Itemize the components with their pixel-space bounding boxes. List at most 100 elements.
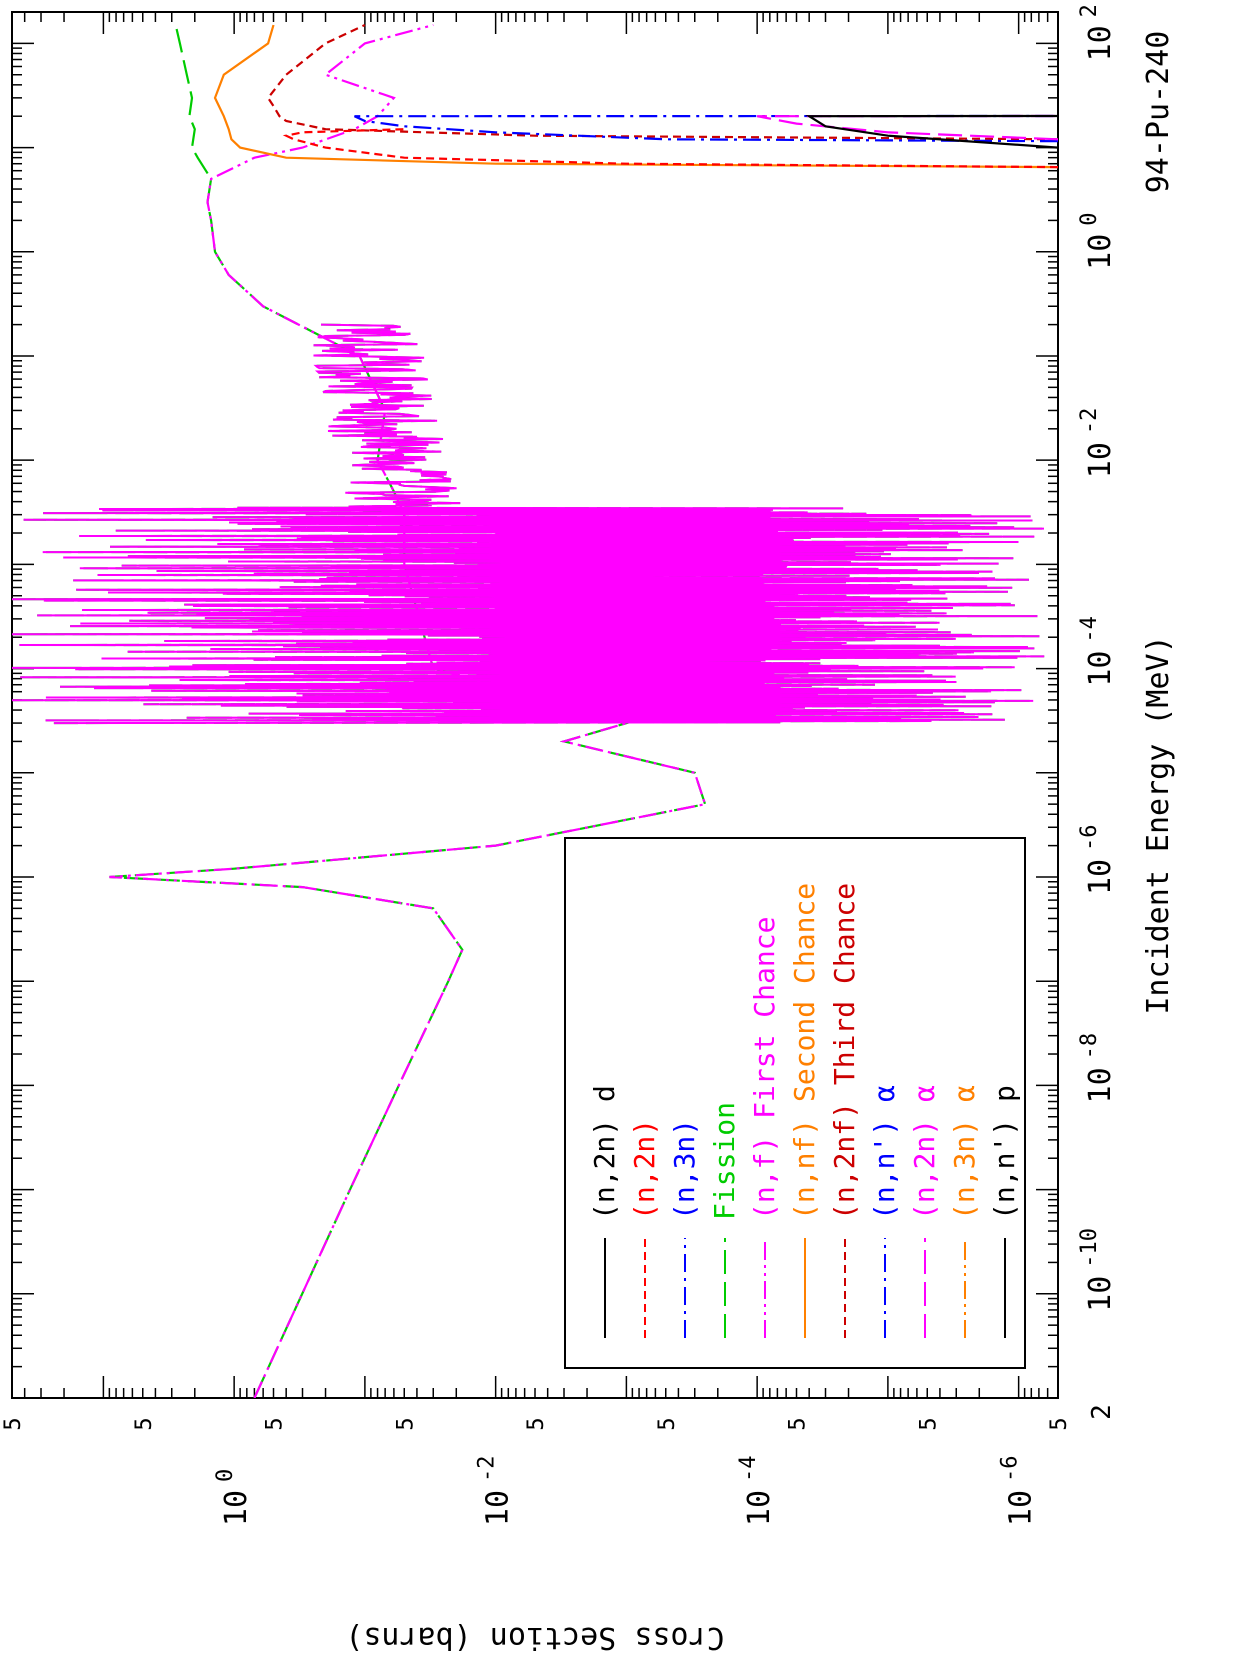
legend-label: (n,2n) (628, 1119, 661, 1220)
y-minor-label-text: 5 (1047, 1417, 1072, 1430)
x-tick-label-exp: 0 (1077, 213, 1102, 226)
x-tick-label: 10-6 (1077, 824, 1118, 895)
series-line-n-3n (354, 114, 1058, 143)
legend-entry: (n,nf) Second Chance (788, 883, 821, 1220)
y-tick-label-exp: -2 (475, 1456, 500, 1483)
series-line-n-2n (756, 114, 1058, 141)
legend-label: (n,3n) α (948, 1085, 981, 1220)
legend-label: (n,2n) d (588, 1085, 621, 1220)
x-tick-label-exp: 2 (1077, 4, 1102, 17)
x-axis-label: Incident Energy (MeV) (1141, 635, 1176, 1014)
legend-label: (n,n') p (988, 1085, 1021, 1220)
chart-title: 94-Pu-240 (1141, 31, 1176, 194)
x-tick-label-base: 10 (1083, 651, 1118, 687)
y-tick-label: 10-2 (475, 1456, 516, 1527)
legend-label-part: (n,2n) (628, 1119, 661, 1220)
legend-label: (n,nf) Second Chance (788, 883, 821, 1220)
y-tick-label-base: 10 (1004, 1490, 1039, 1526)
y-minor-label: 5 (393, 1417, 418, 1430)
legend-label: (n,n') α (868, 1085, 901, 1220)
y-tick-label-exp: 0 (213, 1469, 238, 1482)
x-tick-label-base: 10 (1083, 234, 1118, 270)
x-minor-label: 2 (1087, 1404, 1117, 1420)
x-tick-label-base: 10 (1083, 859, 1118, 895)
legend-entry: (n,2n) α (908, 1085, 941, 1220)
legend-label: (n,2n) α (908, 1085, 941, 1220)
series-line-n-2n (282, 128, 1058, 169)
series-line-n-f-first-chance (109, 23, 707, 1398)
x-tick-label: 10-4 (1077, 616, 1118, 687)
legend-entry: (n,2nf) Third Chance (828, 883, 861, 1220)
legend: (n,2n) d (n,2n) (n,3n) Fission (n,f) First C… (564, 837, 1026, 1369)
x-tick-label: 10-2 (1077, 408, 1118, 479)
x-tick-label-exp: -8 (1077, 1033, 1102, 1060)
series-line-n-n-p (805, 114, 1058, 149)
series-line-n-2nf-third-chance (266, 24, 1058, 141)
y-minor-label: 5 (524, 1417, 549, 1430)
x-tick-label-exp: -4 (1077, 616, 1102, 643)
y-tick-label: 10-6 (998, 1456, 1039, 1527)
legend-label: (n,3n) (668, 1119, 701, 1220)
y-tick-label: 10-4 (736, 1456, 777, 1527)
y-minor-label-text: 5 (655, 1417, 680, 1430)
y-tick-label-exp: -4 (736, 1456, 761, 1483)
y-minor-label: 5 (655, 1417, 680, 1430)
y-minor-label-text: 5 (393, 1417, 418, 1430)
x-tick-label-exp: -10 (1077, 1228, 1102, 1268)
x-tick-label-exp: -6 (1077, 824, 1102, 851)
x-tick-label: 10 2 (1077, 4, 1118, 61)
legend-label-part: (n,f) First Chance (748, 917, 781, 1220)
y-axis-label: Cross Section (barns) (345, 1620, 724, 1655)
y-minor-label-text: 5 (132, 1417, 157, 1430)
legend-box (564, 837, 1026, 1369)
y-tick-label-base: 10 (742, 1490, 777, 1526)
legend-label-part: α (868, 1085, 901, 1119)
x-tick-label-base: 10 (1083, 1276, 1118, 1312)
x-tick-label: 10-8 (1077, 1033, 1118, 1104)
y-tick-label-base: 10 (219, 1490, 254, 1526)
y-minor-label-text: 5 (786, 1417, 811, 1430)
labels: Cross Section (barns) Incident Energy (M… (345, 31, 1176, 1655)
legend-entry: (n,3n) α (948, 1085, 981, 1220)
legend-label-part: (n,2n) d (588, 1085, 621, 1220)
legend-label-part: (n,2nf) Third Chance (828, 883, 861, 1220)
legend-entry: (n,f) First Chance (748, 917, 781, 1220)
legend-entry: (n,n') α (868, 1085, 901, 1220)
y-minor-label-text: 5 (1, 1417, 26, 1430)
legend-label: (n,f) First Chance (748, 917, 781, 1220)
y-minor-label-text: 5 (916, 1417, 941, 1430)
y-tick-label: 10 0 (213, 1469, 254, 1526)
y-minor-label: 5 (1047, 1417, 1072, 1430)
legend-label-part: (n,3n) (948, 1119, 981, 1220)
y-minor-label: 5 (263, 1417, 288, 1430)
legend-entry: (n,2n) d (588, 1085, 621, 1220)
series-layer (12, 23, 1058, 1398)
y-minor-label-text: 5 (263, 1417, 288, 1430)
x-minor-label-text: 2 (1087, 1404, 1117, 1420)
x-tick-label: 10 0 (1077, 213, 1118, 270)
legend-entry: (n,n') p (988, 1085, 1021, 1220)
y-minor-label: 5 (1, 1417, 26, 1430)
x-tick-label-base: 10 (1083, 442, 1118, 478)
legend-label-part: (n,n') (868, 1119, 901, 1220)
y-minor-label: 5 (916, 1417, 941, 1430)
x-tick-label-base: 10 (1083, 1067, 1118, 1103)
legend-label: (n,2nf) Third Chance (828, 883, 861, 1220)
y-minor-label: 5 (132, 1417, 157, 1430)
legend-label-part: α (908, 1085, 941, 1119)
legend-label-part: Fission (708, 1102, 741, 1220)
series-line-n-nf-second-chance (213, 24, 1058, 169)
y-minor-label-text: 5 (524, 1417, 549, 1430)
y-minor-label: 5 (786, 1417, 811, 1430)
legend-label-part: (n,2n) (908, 1119, 941, 1220)
legend-label: Fission (708, 1102, 741, 1220)
x-tick-label-exp: -2 (1077, 408, 1102, 435)
resonance-first-chance (12, 323, 1045, 725)
legend-label-part: (n,n') p (988, 1085, 1021, 1220)
y-tick-label-exp: -6 (998, 1456, 1023, 1483)
legend-entry: (n,2n) (628, 1119, 661, 1220)
x-tick-label: 10-10 (1077, 1228, 1118, 1312)
legend-label-part: α (948, 1085, 981, 1119)
